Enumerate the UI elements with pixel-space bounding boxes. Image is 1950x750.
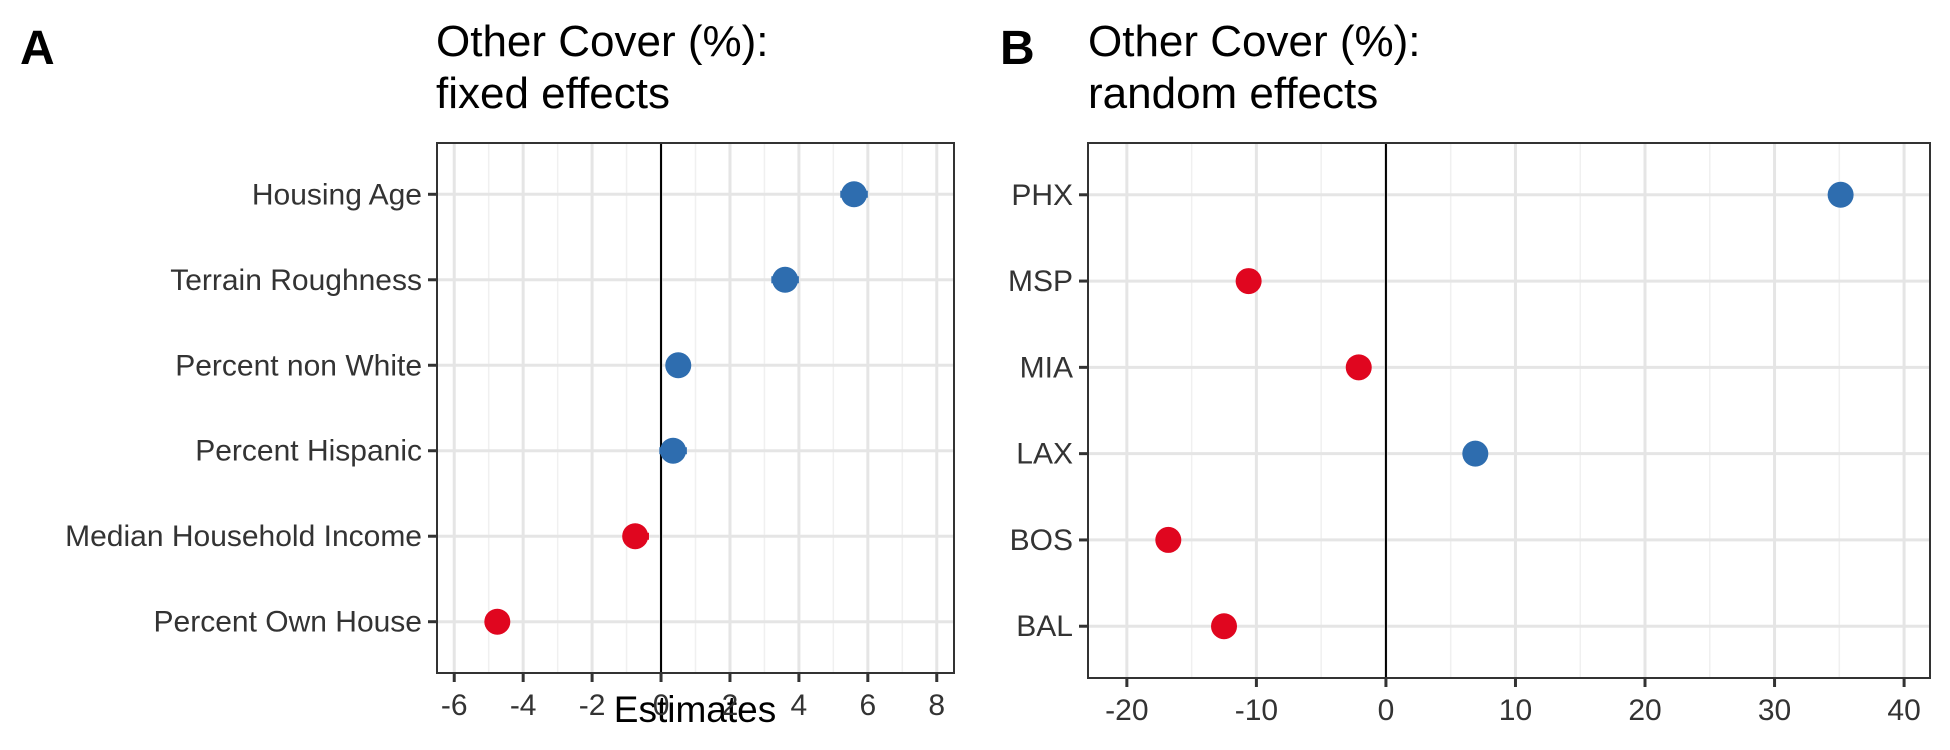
panel-b-category-label: BAL xyxy=(1016,610,1073,643)
panel-b-data-point xyxy=(1155,526,1182,553)
panel-b-category-label: BOS xyxy=(1010,524,1073,557)
panel-b-plot-background xyxy=(1088,143,1930,678)
panel-a-data-point xyxy=(622,523,649,550)
panel-a-category-label: Percent non White xyxy=(175,349,422,382)
panel-a-x-tick-label: -2 xyxy=(579,689,606,722)
panel-b-plot-area xyxy=(1087,142,1931,679)
panel-b-x-tick-label: 40 xyxy=(1887,694,1920,727)
panel-a-category-label: Percent Own House xyxy=(154,606,422,639)
panel-a-x-tick-label: 2 xyxy=(722,689,739,722)
panel-a-category-label: Percent Hispanic xyxy=(195,435,422,468)
panel-a-data-point xyxy=(772,266,799,293)
panel-b-title-line-2: random effects xyxy=(1088,69,1378,118)
panel-b-title-line-1: Other Cover (%): xyxy=(1088,17,1421,66)
panel-a-category-label: Terrain Roughness xyxy=(170,264,422,297)
panel-a-title-line-2: fixed effects xyxy=(436,69,670,118)
panel-a-data-point xyxy=(665,352,692,379)
panel-a-x-tick-label: -4 xyxy=(510,689,537,722)
panel-a-x-tick-label: 8 xyxy=(928,689,945,722)
panel-b-x-tick-label: -20 xyxy=(1105,694,1148,727)
panel-b-letter: B xyxy=(1000,22,1035,75)
panel-a-fixed-effects: A Other Cover (%): fixed effects Estimat… xyxy=(20,17,955,730)
panel-a-x-tick-label: 4 xyxy=(791,689,808,722)
panel-b-x-tick-label: 20 xyxy=(1628,694,1661,727)
panel-b-x-tick-label: 10 xyxy=(1499,694,1532,727)
panel-a-x-axis-title: Estimates xyxy=(614,689,776,730)
panel-a-category-label: Median Household Income xyxy=(65,520,422,553)
panel-a-data-point xyxy=(484,608,511,635)
panel-b-category-label: MSP xyxy=(1008,265,1073,298)
panel-b-category-label: MIA xyxy=(1020,351,1073,384)
panel-b-data-point xyxy=(1211,613,1238,640)
panel-b-data-point xyxy=(1827,181,1854,208)
panel-b-data-point xyxy=(1462,440,1489,467)
panel-b-random-effects: B Other Cover (%): random effects PHX MSP… xyxy=(1000,17,1931,727)
panel-b-category-label: LAX xyxy=(1016,438,1073,471)
panel-a-title-line-1: Other Cover (%): xyxy=(436,17,769,66)
panel-a-data-point xyxy=(841,181,868,208)
panel-a-category-label: Housing Age xyxy=(252,178,422,211)
panel-a-letter: A xyxy=(20,22,55,75)
panel-a-x-tick-label: 0 xyxy=(653,689,670,722)
panel-b-x-tick-label: 0 xyxy=(1378,694,1395,727)
panel-b-data-point xyxy=(1345,354,1372,381)
panel-a-panel-border xyxy=(436,142,955,674)
panel-b-panel-border xyxy=(1087,142,1931,679)
panel-a-data-point xyxy=(660,437,687,464)
panel-b-category-label: PHX xyxy=(1011,179,1073,212)
panel-b-x-tick-label: -10 xyxy=(1235,694,1278,727)
panel-a-plot-area xyxy=(436,142,955,674)
panel-b-data-point xyxy=(1235,268,1262,295)
panel-b-x-tick-label: 30 xyxy=(1758,694,1791,727)
panel-a-x-tick-label: -6 xyxy=(441,689,468,722)
panel-a-x-tick-label: 6 xyxy=(859,689,876,722)
